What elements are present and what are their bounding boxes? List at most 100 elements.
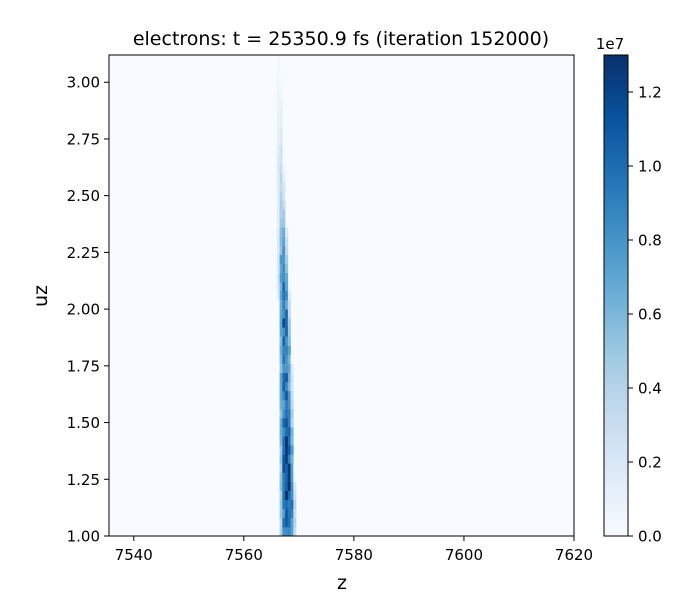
heatmap-cell bbox=[285, 227, 289, 237]
plot-frame bbox=[108, 54, 575, 537]
heatmap-cell bbox=[279, 436, 283, 446]
heatmap-cell bbox=[279, 227, 283, 237]
heatmap-cell bbox=[279, 163, 283, 174]
heatmap-cell bbox=[279, 254, 283, 265]
heatmap-cell bbox=[287, 463, 291, 473]
heatmap-cell bbox=[279, 445, 283, 455]
heatmap-cell bbox=[290, 354, 294, 364]
heatmap-cell bbox=[285, 354, 289, 364]
heatmap-cell bbox=[282, 463, 286, 473]
heatmap-cell bbox=[279, 418, 283, 428]
heatmap-cell bbox=[279, 300, 283, 310]
heatmap-cell bbox=[285, 427, 289, 437]
heatmap-cell bbox=[282, 363, 286, 373]
heatmap-cell bbox=[290, 399, 294, 410]
heatmap-cell bbox=[279, 336, 283, 346]
y-tick-label: 2.25 bbox=[67, 244, 100, 262]
heatmap-cell bbox=[287, 490, 291, 500]
x-axis: 7540 7560 7580 7600 7620 bbox=[115, 536, 593, 564]
colorbar-tick-label: 0.6 bbox=[638, 306, 662, 324]
heatmap-cell bbox=[279, 309, 283, 319]
heatmap-cell bbox=[285, 490, 289, 500]
heatmap-cell bbox=[287, 427, 291, 437]
heatmap-cell bbox=[279, 82, 283, 92]
heatmap-cell bbox=[282, 472, 286, 482]
heatmap-cell bbox=[287, 318, 291, 328]
heatmap-cell bbox=[287, 336, 291, 346]
heatmap-cell bbox=[279, 517, 283, 528]
heatmap-cell bbox=[279, 372, 283, 383]
heatmap-cell bbox=[285, 436, 289, 446]
heatmap-cell bbox=[285, 281, 289, 292]
heatmap-cell bbox=[282, 209, 286, 219]
heatmap-cell bbox=[282, 182, 286, 192]
heatmap-cell bbox=[290, 436, 294, 446]
x-tick-label: 7540 bbox=[115, 546, 153, 564]
heatmap-cell bbox=[282, 300, 286, 310]
heatmap-cell bbox=[282, 191, 286, 201]
heatmap-cell bbox=[290, 526, 294, 537]
heatmap-cell bbox=[279, 209, 283, 219]
y-tick-label: 2.00 bbox=[67, 301, 100, 319]
heatmap-cell bbox=[282, 236, 286, 246]
heatmap-cell bbox=[287, 345, 291, 355]
y-axis-label: uz bbox=[30, 285, 52, 307]
colorbar-tick-label: 1.0 bbox=[638, 158, 662, 176]
heatmap-cell bbox=[282, 318, 286, 328]
heatmap-cell bbox=[279, 191, 283, 201]
heatmap-cell bbox=[285, 408, 289, 419]
heatmap-cell bbox=[279, 399, 283, 410]
heatmap-cell bbox=[282, 272, 286, 283]
heatmap-cell bbox=[282, 172, 286, 183]
heatmap-cell bbox=[287, 363, 291, 373]
heatmap-cell bbox=[287, 436, 291, 446]
x-tick-label: 7620 bbox=[555, 546, 593, 564]
heatmap-cell bbox=[290, 454, 294, 464]
heatmap-cell bbox=[285, 445, 289, 455]
heatmap-cell bbox=[282, 454, 286, 464]
heatmap-cell bbox=[285, 290, 289, 301]
heatmap-cell bbox=[282, 200, 286, 210]
heatmap-cell bbox=[293, 490, 297, 500]
heatmap-cell bbox=[276, 91, 280, 101]
colorbar-tick-label: 0.8 bbox=[638, 232, 662, 250]
heatmap-cell bbox=[285, 263, 289, 274]
x-tick-label: 7580 bbox=[335, 546, 373, 564]
heatmap-cell bbox=[285, 272, 289, 283]
heatmap-cell bbox=[285, 363, 289, 373]
heatmap-cell bbox=[293, 499, 297, 510]
heatmap-cell bbox=[282, 245, 286, 255]
heatmap-cell bbox=[290, 472, 294, 482]
heatmap-cell bbox=[276, 245, 280, 255]
heatmap-cell bbox=[285, 300, 289, 310]
heatmap-cell bbox=[282, 481, 286, 491]
heatmap-cell bbox=[285, 372, 289, 383]
heatmap-cell bbox=[282, 281, 286, 292]
heatmap-cell bbox=[290, 499, 294, 510]
heatmap-cell bbox=[282, 445, 286, 455]
heatmap-cell bbox=[285, 463, 289, 473]
heatmap-cell bbox=[287, 300, 291, 310]
heatmap-cell bbox=[279, 526, 283, 537]
heatmap-cell bbox=[285, 309, 289, 319]
heatmap-cell bbox=[282, 436, 286, 446]
heatmap-cell bbox=[285, 236, 289, 246]
heatmap-cell bbox=[276, 354, 280, 364]
heatmap-cell bbox=[279, 427, 283, 437]
heatmap-cell bbox=[287, 454, 291, 464]
y-tick-label: 2.75 bbox=[67, 130, 100, 148]
heatmap-cell bbox=[285, 381, 289, 392]
heatmap-cell bbox=[282, 163, 286, 174]
heatmap-cell bbox=[282, 418, 286, 428]
colorbar-scale bbox=[603, 54, 629, 537]
heatmap-cell bbox=[282, 309, 286, 319]
heatmap-cell bbox=[287, 399, 291, 410]
heatmap-cell bbox=[276, 209, 280, 219]
heatmap-cell bbox=[279, 408, 283, 419]
colorbar-offset-label: 1e7 bbox=[596, 35, 624, 53]
heatmap-cell bbox=[290, 408, 294, 419]
heatmap-cell bbox=[287, 517, 291, 528]
colorbar-ticks: 0.0 0.2 0.4 0.6 0.8 1.0 1.2 bbox=[628, 84, 662, 546]
heatmap-cell bbox=[276, 218, 280, 228]
heatmap-cell bbox=[290, 481, 294, 491]
